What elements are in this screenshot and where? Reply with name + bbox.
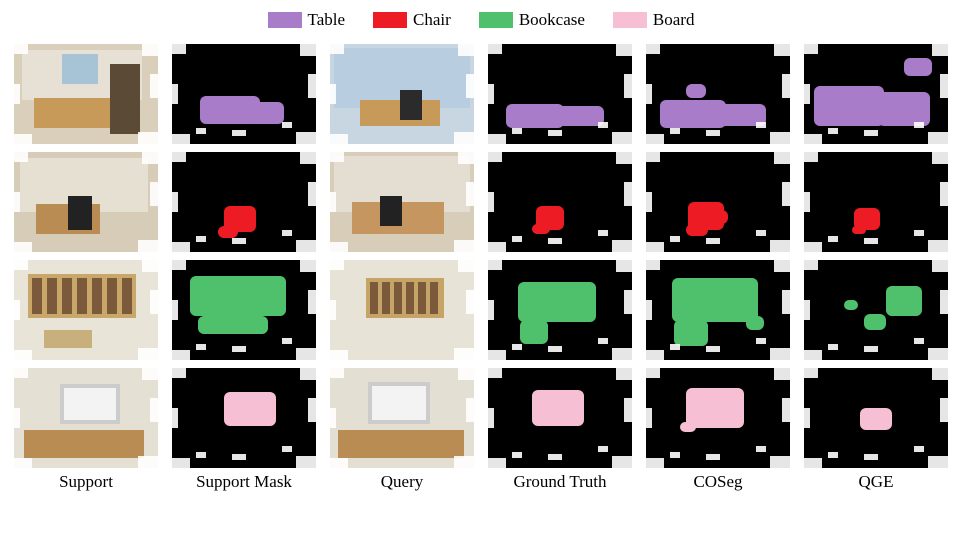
legend-item: Board — [613, 10, 695, 30]
grid-cell — [488, 44, 632, 144]
legend-swatch — [268, 12, 302, 28]
grid-cell — [488, 260, 632, 360]
legend-swatch — [613, 12, 647, 28]
grid-cell — [330, 44, 474, 144]
grid-cell — [330, 260, 474, 360]
grid-cell — [646, 44, 790, 144]
column-label: QGE — [804, 472, 948, 492]
column-labels: Support Support Mask Query Ground Truth COSe… — [14, 472, 948, 492]
grid-cell — [646, 368, 790, 468]
grid-cell — [646, 260, 790, 360]
grid-cell — [172, 152, 316, 252]
grid-cell — [330, 368, 474, 468]
legend-swatch — [479, 12, 513, 28]
legend-label: Bookcase — [519, 10, 585, 30]
grid-cell — [14, 368, 158, 468]
legend-label: Table — [308, 10, 346, 30]
grid-cell — [646, 152, 790, 252]
column-label: Ground Truth — [488, 472, 632, 492]
legend-label: Board — [653, 10, 695, 30]
legend-label: Chair — [413, 10, 451, 30]
figure-grid — [14, 44, 948, 468]
grid-cell — [14, 152, 158, 252]
column-label: COSeg — [646, 472, 790, 492]
legend: Table Chair Bookcase Board — [10, 10, 952, 30]
grid-cell — [804, 152, 948, 252]
legend-item: Chair — [373, 10, 451, 30]
column-label: Support — [14, 472, 158, 492]
column-label: Support Mask — [172, 472, 316, 492]
legend-item: Bookcase — [479, 10, 585, 30]
legend-item: Table — [268, 10, 346, 30]
grid-cell — [804, 368, 948, 468]
legend-swatch — [373, 12, 407, 28]
grid-cell — [172, 44, 316, 144]
column-label: Query — [330, 472, 474, 492]
grid-cell — [14, 44, 158, 144]
grid-cell — [804, 44, 948, 144]
grid-cell — [804, 260, 948, 360]
grid-cell — [330, 152, 474, 252]
grid-cell — [488, 368, 632, 468]
grid-cell — [488, 152, 632, 252]
grid-cell — [172, 260, 316, 360]
grid-cell — [172, 368, 316, 468]
grid-cell — [14, 260, 158, 360]
